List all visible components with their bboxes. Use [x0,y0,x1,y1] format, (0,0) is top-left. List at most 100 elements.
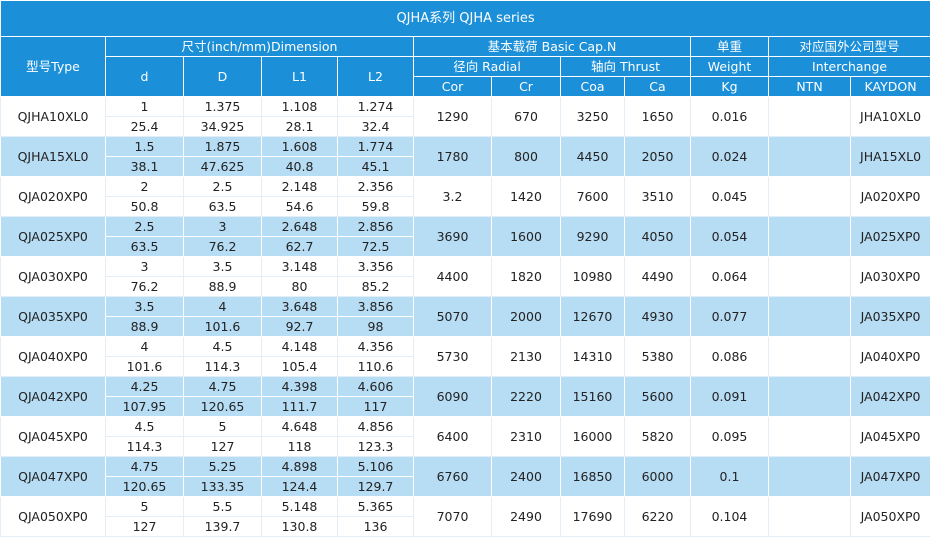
value-cell: 0.077 [690,296,769,337]
mm-cell: 110.6 [337,356,414,377]
header-cell: 对应国外公司型号 [767,36,930,57]
inch-cell: 3.356 [337,256,414,277]
mm-cell: 88.9 [105,316,184,337]
header-cell: 径向 Radial [413,56,561,77]
value-cell: 4490 [624,256,691,297]
inch-cell: 2.5 [105,216,184,237]
mm-cell: 32.4 [337,116,414,137]
mm-cell: 92.7 [261,316,338,337]
kaydon-cell: JA050XP0 [849,496,930,537]
inch-cell: 1.108 [261,96,338,117]
mm-cell: 59.8 [337,196,414,217]
value-cell: 800 [491,136,561,177]
value-cell: 15160 [560,376,625,417]
mm-cell: 101.6 [105,356,184,377]
table-row: QJA042XP0 4.25 4.75 4.398 4.606 6090 2220 15160… [0,376,930,417]
value-cell: 4050 [624,216,691,257]
table-row: QJA035XP0 3.5 4 3.648 3.856 5070 2000 12670 4930… [0,296,930,337]
value-cell: 2130 [491,336,561,377]
inch-cell: 5.365 [337,496,414,517]
mm-cell: 85.2 [337,276,414,297]
inch-cell: 4.5 [183,336,262,357]
header-cell: 轴向 Thrust [560,56,691,77]
value-cell: 2050 [624,136,691,177]
value-cell: 2490 [491,496,561,537]
value-cell: 10980 [560,256,625,297]
inch-cell: 5 [105,496,184,517]
kaydon-cell: JA035XP0 [849,296,930,337]
inch-cell: 4.856 [337,416,414,437]
value-cell: 7600 [560,176,625,217]
header-cell: Weight [690,56,769,77]
inch-cell: 1.274 [337,96,414,117]
inch-cell: 4.356 [337,336,414,357]
inch-cell: 2 [105,176,184,197]
kaydon-cell: JA040XP0 [849,336,930,377]
table-row: 107.95 120.65 111.7 117 [1,396,930,417]
table-row: QJA045XP0 4.5 5 4.648 4.856 6400 2310 16000 5820… [0,416,930,457]
header-cell: L1 [261,56,338,97]
header-cell: Kg [690,76,769,97]
kaydon-cell: JA030XP0 [849,256,930,297]
mm-cell: 101.6 [183,316,262,337]
mm-cell: 76.2 [183,236,262,257]
inch-cell: 3 [105,256,184,277]
value-cell: 5730 [413,336,492,377]
model-cell: QJHA15XL0 [0,136,106,177]
header-cell: Cor [413,76,492,97]
mm-cell: 129.7 [337,476,414,497]
ntn-cell [768,376,851,417]
header-cell: 单重 [690,36,769,57]
model-cell: QJA042XP0 [0,376,106,417]
model-cell: QJA040XP0 [0,336,106,377]
value-cell: 0.016 [690,96,769,137]
ntn-cell [768,96,851,137]
inch-cell: 4.648 [261,416,338,437]
value-cell: 6090 [413,376,492,417]
inch-cell: 1.5 [105,136,184,157]
mm-cell: 45.1 [337,156,414,177]
inch-cell: 4.898 [261,456,338,477]
inch-cell: 1.608 [261,136,338,157]
value-cell: 670 [491,96,561,137]
mm-cell: 63.5 [183,196,262,217]
ntn-cell [768,416,851,457]
inch-cell: 2.356 [337,176,414,197]
value-cell: 2220 [491,376,561,417]
value-cell: 4400 [413,256,492,297]
mm-cell: 120.65 [183,396,262,417]
value-cell: 0.091 [690,376,769,417]
table-row: QJA025XP0 2.5 3 2.648 2.856 3690 1600 9290 4050 0… [0,216,930,257]
mm-cell: 105.4 [261,356,338,377]
value-cell: 2000 [491,296,561,337]
value-cell: 0.104 [690,496,769,537]
value-cell: 1600 [491,216,561,257]
model-cell: QJA050XP0 [0,496,106,537]
value-cell: 0.064 [690,256,769,297]
header-cell: L2 [337,56,414,97]
mm-cell: 80 [261,276,338,297]
inch-cell: 1.875 [183,136,262,157]
mm-cell: 40.8 [261,156,338,177]
table-row: 120.65 133.35 124.4 129.7 [1,476,930,497]
value-cell: 16000 [560,416,625,457]
kaydon-cell: JHA10XL0 [849,96,930,137]
mm-cell: 130.8 [261,516,338,537]
table-row: 38.1 47.625 40.8 45.1 [1,156,930,177]
value-cell: 9290 [560,216,625,257]
table-row: QJA030XP0 3 3.5 3.148 3.356 4400 1820 10980 4490… [0,256,930,297]
table-row: QJA020XP0 2 2.5 2.148 2.356 3.2 1420 7600 3510 0.… [0,176,930,217]
ntn-cell [768,256,851,297]
table-row: QJHA15XL0 1.5 1.875 1.608 1.774 1780 800 4450 20… [0,136,930,177]
inch-cell: 1.774 [337,136,414,157]
mm-cell: 120.65 [105,476,184,497]
mm-cell: 123.3 [337,436,414,457]
ntn-cell [768,496,851,537]
inch-cell: 2.5 [183,176,262,197]
ntn-cell [768,296,851,337]
kaydon-cell: JA045XP0 [849,416,930,457]
inch-cell: 4.398 [261,376,338,397]
mm-cell: 118 [261,436,338,457]
